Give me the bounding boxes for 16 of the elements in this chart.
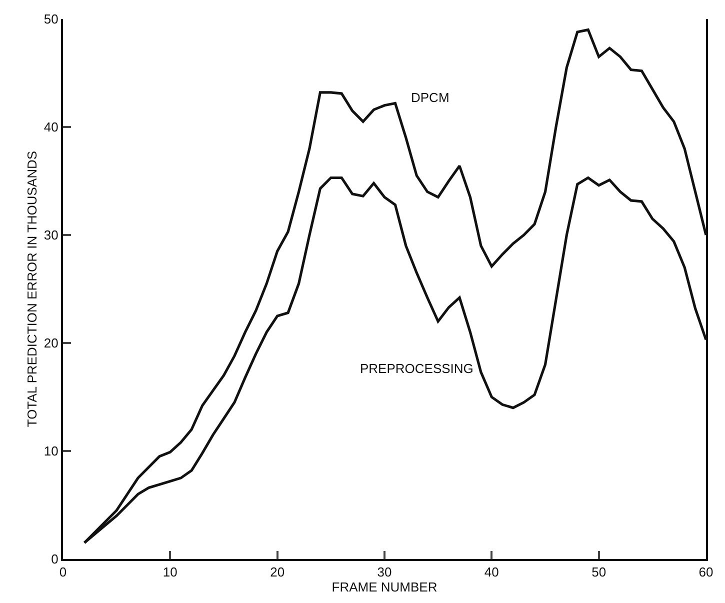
x-tick-label: 20: [270, 564, 285, 580]
x-axis-title: FRAME NUMBER: [332, 580, 438, 595]
y-tick-label: 30: [44, 228, 58, 243]
x-tick-label: 10: [162, 564, 178, 580]
series-label: PREPROCESSING: [360, 361, 474, 376]
y-tick-label: 50: [44, 12, 58, 27]
y-tick-label: 20: [44, 336, 58, 351]
y-axis-title: TOTAL PREDICTION ERROR IN THOUSANDS: [24, 150, 40, 428]
x-tick-label: 30: [377, 564, 392, 580]
x-tick-label: 50: [592, 564, 606, 580]
x-tick-label: 40: [484, 564, 499, 580]
y-tick-label: 0: [51, 552, 58, 567]
series-label: DPCM: [411, 90, 450, 105]
x-tick-label: 60: [698, 564, 714, 580]
y-tick-label: 10: [44, 444, 58, 459]
y-tick-label: 40: [44, 120, 58, 135]
